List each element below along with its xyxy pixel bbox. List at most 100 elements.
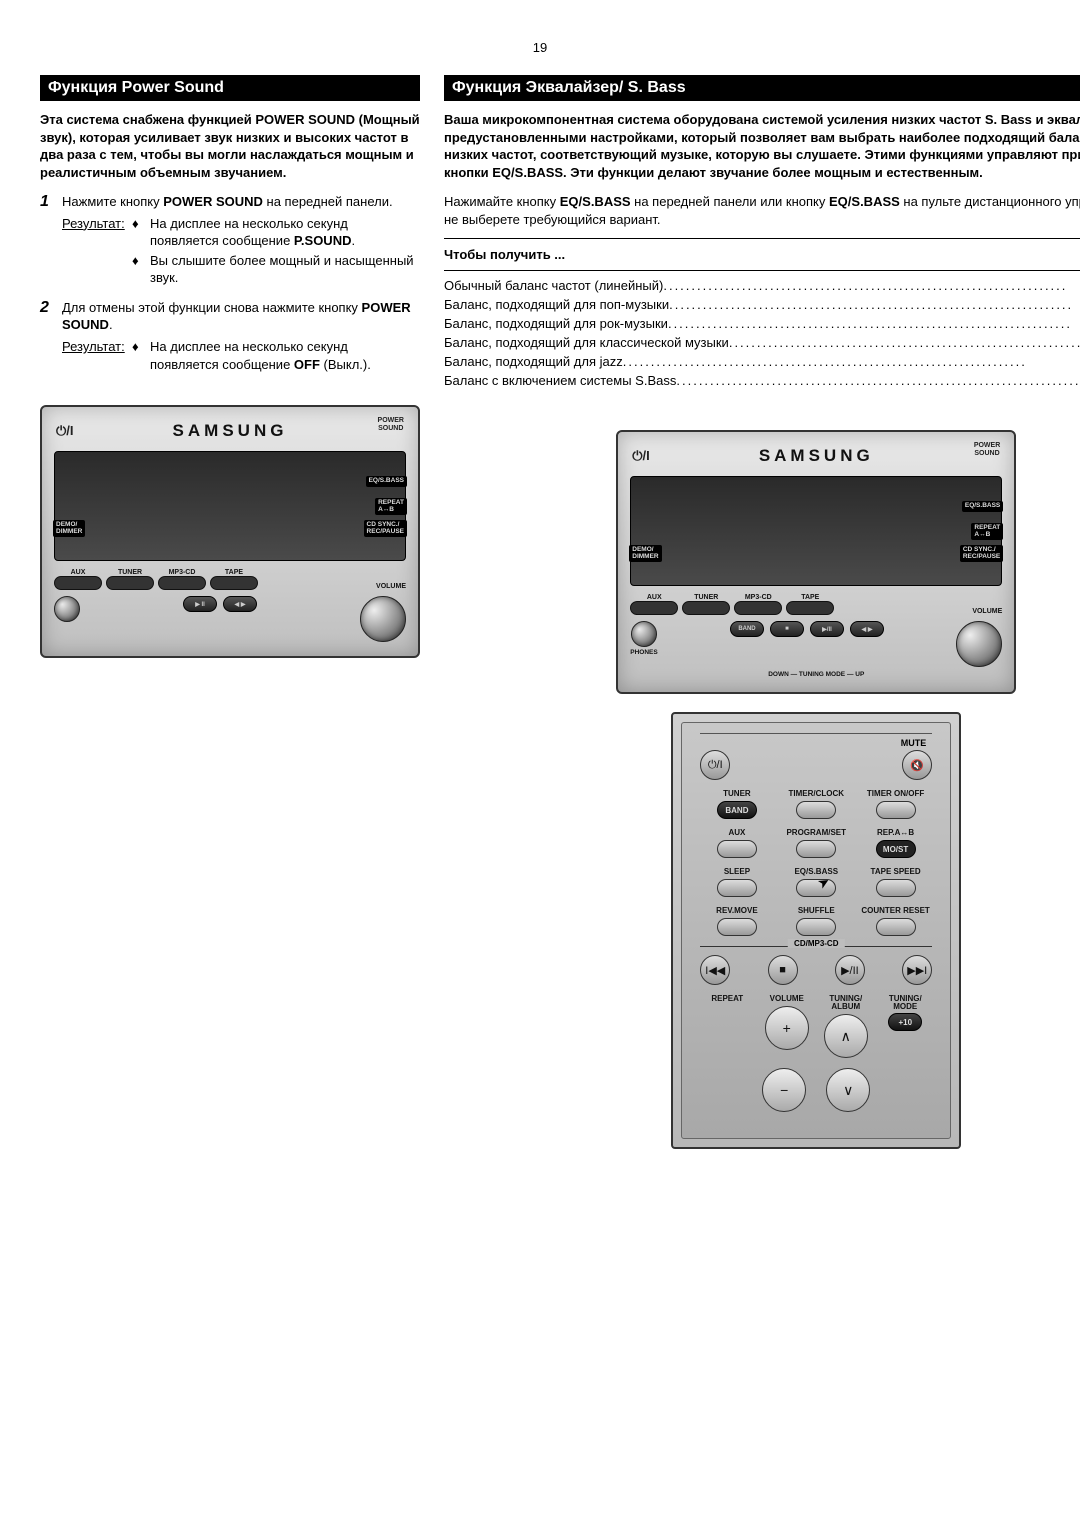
power-icon: ⏻/I bbox=[56, 424, 74, 438]
result-label-1: Результат: bbox=[62, 215, 132, 289]
tape-button bbox=[210, 576, 258, 590]
divider bbox=[444, 238, 1080, 239]
tuner-label: TUNER bbox=[682, 594, 730, 601]
eq-row: Баланс, подходящий для классической музы… bbox=[444, 334, 1080, 353]
step-1-text-pre: Нажмите кнопку bbox=[62, 194, 163, 209]
remote-volume-label: VOLUME bbox=[770, 995, 804, 1003]
remote-prev-button: I◀◀ bbox=[700, 955, 730, 985]
phones-label: PHONES bbox=[630, 649, 657, 656]
cdsync-label: CD SYNC./ REC/PAUSE bbox=[364, 520, 407, 537]
tuner-label: TUNER bbox=[106, 569, 154, 576]
device-panel-illustration-2: ⏻/I SAMSUNG POWER SOUND EQ/S.BASS REPEAT… bbox=[616, 430, 1016, 694]
play-oval: ▶/II bbox=[810, 621, 844, 637]
tape-button bbox=[786, 601, 834, 615]
tape-label: TAPE bbox=[786, 594, 834, 601]
eq-row: Баланс, подходящий для рок-музыки ......… bbox=[444, 315, 1080, 334]
tape-label: TAPE bbox=[210, 569, 258, 576]
bullet-icon: ♦ bbox=[132, 215, 150, 250]
remote-next-button: ▶▶I bbox=[902, 955, 932, 985]
brand-label: SAMSUNG bbox=[759, 446, 874, 466]
remote-timerclock-button bbox=[796, 801, 836, 819]
skip-oval: ◀ ▶ bbox=[850, 621, 884, 637]
page-number: 19 bbox=[40, 40, 1040, 55]
eq-label: EQ/S.BASS bbox=[962, 501, 1003, 512]
remote-tapespeed-label: TAPE SPEED bbox=[871, 868, 921, 876]
remote-programset-button bbox=[796, 840, 836, 858]
stop-oval: ■ bbox=[770, 621, 804, 637]
bullet-icon: ♦ bbox=[132, 338, 150, 373]
equalizer-intro: Ваша микрокомпонентная система оборудова… bbox=[444, 111, 1080, 181]
remote-repab-label: REP.A↔B bbox=[877, 829, 914, 837]
step2-result-c: (Выкл.). bbox=[320, 357, 371, 372]
step-2: 2 Для отмены этой функции снова нажмите … bbox=[40, 299, 420, 375]
instr-a: Нажимайте кнопку bbox=[444, 194, 560, 209]
remote-vol-minus: − bbox=[762, 1068, 806, 1112]
eq-list: Обычный баланс частот (линейный) .......… bbox=[444, 277, 1080, 390]
remote-sleep-label: SLEEP bbox=[724, 868, 750, 876]
step1-bullet1-b: P.SOUND bbox=[294, 233, 352, 248]
volume-knob bbox=[956, 621, 1002, 667]
right-column: Функция Эквалайзер/ S. Bass Ваша микроко… bbox=[444, 75, 1080, 1149]
bullet-icon: ♦ bbox=[132, 252, 150, 287]
repeat-label: REPEAT A↔B bbox=[375, 498, 407, 515]
aux-button bbox=[630, 601, 678, 615]
aux-label: AUX bbox=[630, 594, 678, 601]
aux-button bbox=[54, 576, 102, 590]
instr-d: EQ/S.BASS bbox=[829, 194, 900, 209]
left-column: Функция Power Sound Эта система снабжена… bbox=[40, 75, 420, 1149]
demo-dimmer-label: DEMO/ DIMMER bbox=[53, 520, 85, 537]
eq-label: EQ/S.BASS bbox=[366, 476, 407, 487]
remote-tuning-up: ∧ bbox=[824, 1014, 868, 1058]
remote-sleep-button bbox=[717, 879, 757, 897]
remote-tuner-label: TUNER bbox=[723, 790, 751, 798]
step2-c: . bbox=[109, 317, 113, 332]
remote-vol-plus: + bbox=[765, 1006, 809, 1050]
remote-aux-label: AUX bbox=[728, 829, 745, 837]
step-1: 1 Нажмите кнопку POWER SOUND на передней… bbox=[40, 193, 420, 289]
remote-tuning-down: ∨ bbox=[826, 1068, 870, 1112]
remote-shuffle-label: SHUFFLE bbox=[798, 907, 835, 915]
remote-revmove-label: REV.MOVE bbox=[716, 907, 758, 915]
th-left: Чтобы получить ... bbox=[444, 247, 565, 262]
equalizer-heading: Функция Эквалайзер/ S. Bass bbox=[444, 75, 1080, 101]
volume-knob bbox=[360, 596, 406, 642]
cdmp3-label: CD/MP3-CD bbox=[788, 939, 844, 948]
band-oval: BAND bbox=[730, 621, 764, 637]
remote-power-button: ⏻/I bbox=[700, 750, 730, 780]
tuner-button bbox=[106, 576, 154, 590]
remote-tuningalbum-label: TUNING/ ALBUM bbox=[829, 995, 862, 1011]
instr-b: EQ/S.BASS bbox=[560, 194, 631, 209]
remote-play-button: ▶/II bbox=[835, 955, 865, 985]
remote-timeronoff-button bbox=[876, 801, 916, 819]
eq-row: Обычный баланс частот (линейный) .......… bbox=[444, 277, 1080, 296]
mp3-button bbox=[734, 601, 782, 615]
device-screen: EQ/S.BASS REPEAT A↔B CD SYNC./ REC/PAUSE… bbox=[630, 476, 1002, 586]
mp3-button bbox=[158, 576, 206, 590]
power-sound-heading: Функция Power Sound bbox=[40, 75, 420, 101]
volume-label: VOLUME bbox=[376, 583, 406, 590]
aux-label: AUX bbox=[54, 569, 102, 576]
power-sound-intro: Эта система снабжена функцией POWER SOUN… bbox=[40, 111, 420, 181]
phones-knob bbox=[54, 596, 80, 622]
step-2-number: 2 bbox=[40, 299, 62, 375]
remote-aux-button bbox=[717, 840, 757, 858]
step-1-bold: POWER SOUND bbox=[163, 194, 263, 209]
skip-oval: ◀ ▶ bbox=[223, 596, 257, 612]
remote-eqsbass-label: EQ/S.BASS bbox=[794, 868, 838, 876]
remote-shuffle-button bbox=[796, 918, 836, 936]
eq-table-header: Чтобы получить ... Выберите ... bbox=[444, 245, 1080, 264]
tuning-mode-label: DOWN — TUNING MODE — UP bbox=[630, 671, 1002, 678]
remote-tapespeed-button bbox=[876, 879, 916, 897]
eq-row: Баланс, подходящий для jazz ............… bbox=[444, 353, 1080, 372]
power-sound-label: POWER SOUND bbox=[378, 417, 404, 432]
cdsync-label: CD SYNC./ REC/PAUSE bbox=[960, 545, 1003, 562]
remote-repeat-label: REPEAT bbox=[711, 995, 743, 1003]
mp3-label: MP3-CD bbox=[158, 569, 206, 576]
remote-plus10-button: +10 bbox=[888, 1013, 922, 1031]
remote-programset-label: PROGRAM/SET bbox=[786, 829, 846, 837]
result-label-2: Результат: bbox=[62, 338, 132, 375]
remote-illustration: MUTE ⏻/I 🔇 TUNERBAND TIMER/CLOCK TIMER O… bbox=[671, 712, 961, 1149]
step1-bullet2: Вы слышите более мощный и насыщенный зву… bbox=[150, 252, 420, 287]
step2-a: Для отмены этой функции снова нажмите кн… bbox=[62, 300, 362, 315]
two-column-layout: Функция Power Sound Эта система снабжена… bbox=[40, 75, 1040, 1149]
